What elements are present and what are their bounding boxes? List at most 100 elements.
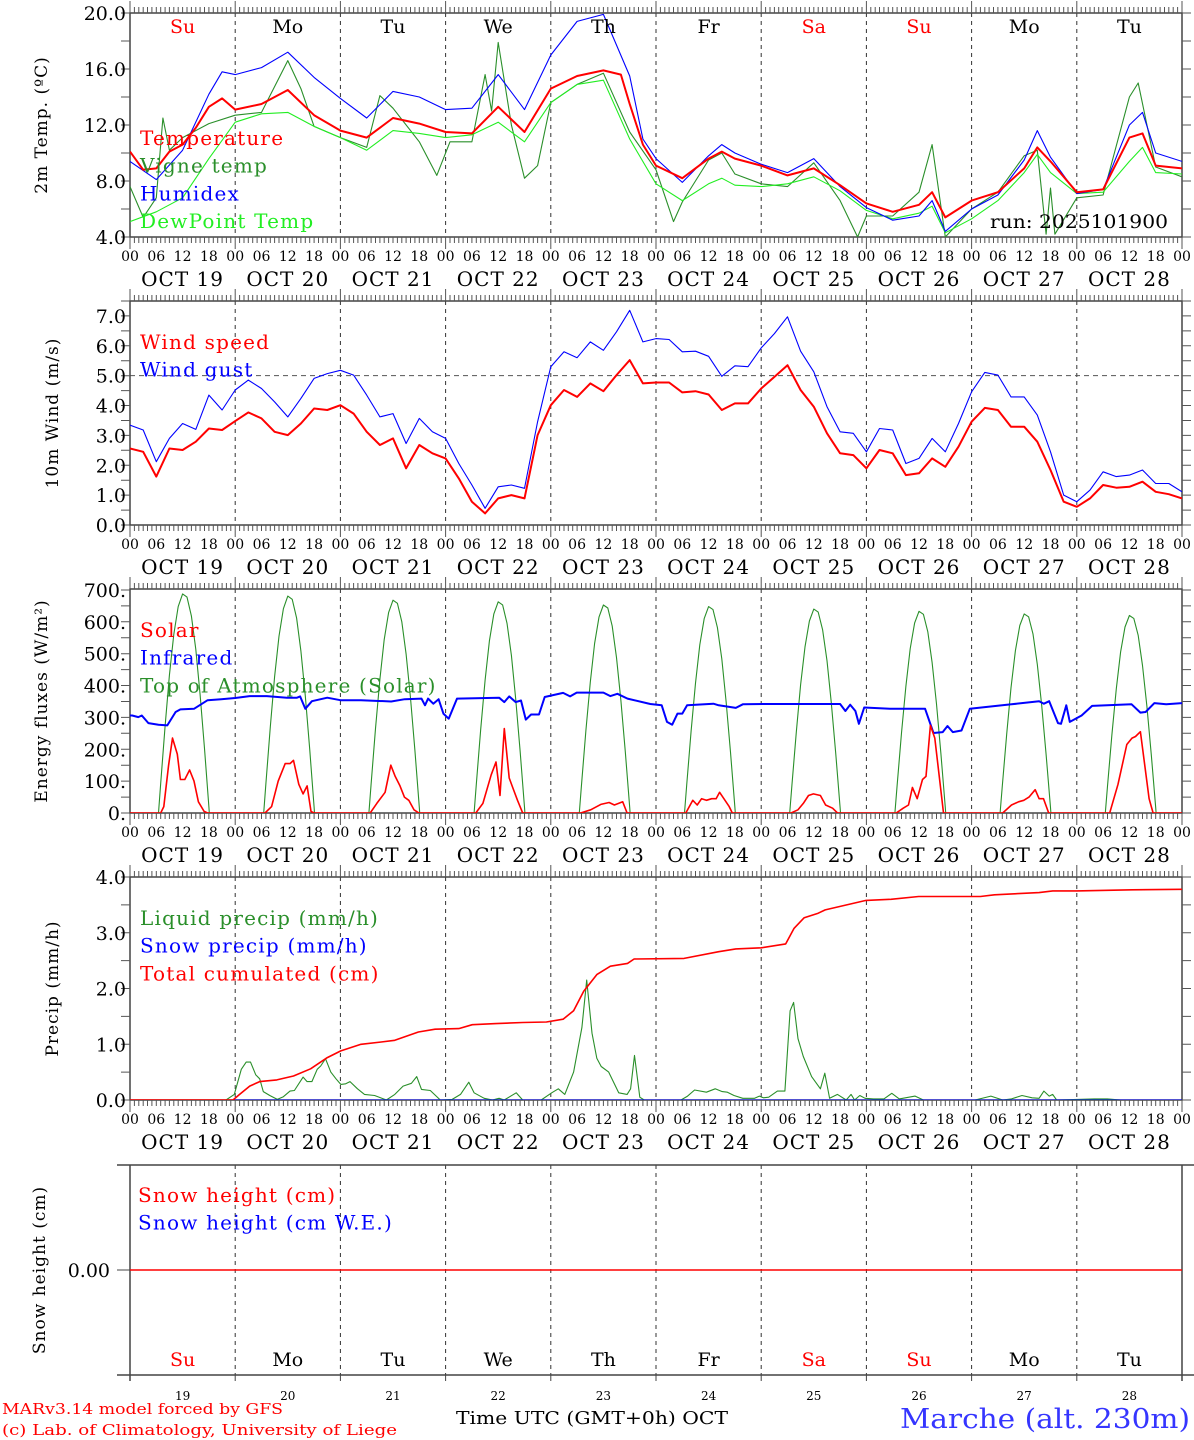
date-label: OCT 24 [667,267,750,291]
hour-tick-label: 00 [121,825,139,841]
weekday-label: Su [170,16,195,38]
hour-tick-label: 18 [936,249,954,265]
hour-tick-label: 18 [1042,249,1060,265]
hour-tick-label: 12 [594,825,612,841]
y-ticks [121,12,1191,238]
hour-tick-label: 06 [884,825,902,841]
hour-tick-label: 18 [305,249,323,265]
hour-tick-label: 12 [279,537,297,553]
hour-tick-label: 06 [253,537,271,553]
legend-liquid-precip-mm-h: Liquid precip (mm/h) [140,906,379,930]
hour-tick-label: 00 [331,825,349,841]
hour-tick-label: 18 [621,825,639,841]
hour-tick-label: 00 [437,825,455,841]
hour-tick-label: 18 [305,825,323,841]
hour-tick-label: 18 [621,249,639,265]
date-label: OCT 24 [667,1130,750,1154]
y-tick-label: 4.0 [96,227,126,249]
hour-tick-label: 00 [331,1112,349,1128]
hour-tick-label: 00 [331,249,349,265]
y-tick-label: 5.0 [96,366,126,388]
hour-tick-label: 12 [1120,825,1138,841]
hour-tick-label: 12 [384,1112,402,1128]
station-name: Marche (alt. 230m) [900,1404,1190,1435]
weekday-label: We [484,1349,513,1371]
hour-tick-label: 06 [779,1112,797,1128]
date-label: OCT 25 [772,555,855,579]
legend-humidex: Humidex [140,181,240,205]
hour-tick-label: 06 [673,249,691,265]
hour-tick-label: 18 [200,537,218,553]
hour-tick-label: 06 [1094,1112,1112,1128]
y-tick-label: 0.00 [68,1260,110,1282]
y-tick-label: 4.0 [96,867,126,889]
hour-tick-label: 18 [831,825,849,841]
hour-tick-label: 18 [726,1112,744,1128]
series-layer [130,593,1182,813]
date-label: OCT 26 [878,267,961,291]
date-label: OCT 27 [983,267,1066,291]
y-tick-label: 1.0 [96,485,126,507]
hour-tick-label: 06 [463,537,481,553]
legend-dewpoint-temp: DewPoint Temp [140,209,314,233]
hour-tick-label: 00 [963,249,981,265]
hour-tick-label: 00 [1173,825,1191,841]
hour-tick-label: 00 [121,249,139,265]
hour-tick-label: 00 [857,249,875,265]
hour-tick-label: 12 [279,825,297,841]
y-axis-title: 10m Wind (m/s) [43,338,63,489]
vigne-temp-line [130,41,1182,237]
hour-tick-label: 00 [1173,249,1191,265]
wind-speed-line [130,359,1182,515]
legend-vigne-temp: Vigne temp [139,154,268,178]
hour-tick-label: 06 [884,537,902,553]
panel-snow-height-cm: Su 19 Mo 20 Tu 21 We 22 Th 23 Fr 24 Sa 25 Su 26 Mo 27 Tu 28… [30,1164,1194,1403]
x-minor-ticks [129,289,1183,537]
date-label: OCT 25 [772,1130,855,1154]
hour-tick-label: 06 [779,825,797,841]
date-label: OCT 20 [246,267,329,291]
date-label: OCT 22 [457,267,540,291]
date-label: OCT 23 [562,1130,645,1154]
hour-tick-label: 18 [726,537,744,553]
hour-tick-label: 18 [831,537,849,553]
hour-tick-label: 18 [936,537,954,553]
hour-tick-label: 18 [1147,1112,1165,1128]
weekday-label: Tu [381,16,406,38]
date-label: OCT 26 [878,1130,961,1154]
hour-tick-label: 12 [384,249,402,265]
y-tick-label: 300. [84,707,126,729]
hour-tick-label: 18 [1042,1112,1060,1128]
x-minor-ticks [129,577,1183,825]
series-layer [130,13,1182,237]
hour-tick-label: 18 [516,825,534,841]
weekday-label: We [484,16,513,38]
y-tick-label: 0.0 [96,1090,126,1112]
legend-temperature: Temperature [140,126,284,150]
hour-tick-label: 12 [700,537,718,553]
hour-tick-label: 18 [1147,825,1165,841]
hour-tick-label: 18 [516,537,534,553]
date-label: OCT 20 [246,555,329,579]
weekday-label: Fr [697,16,720,38]
hour-tick-label: 00 [331,537,349,553]
liquid-precip-mm-h-line [130,979,1182,1100]
hour-tick-label: 18 [305,1112,323,1128]
hour-tick-label: 00 [647,825,665,841]
hour-tick-label: 06 [779,249,797,265]
hour-tick-label: 00 [1068,537,1086,553]
hour-tick-label: 06 [673,825,691,841]
hour-tick-label: 00 [121,1112,139,1128]
date-label: OCT 28 [1088,1130,1171,1154]
day-number-label: 21 [385,1389,400,1403]
hour-tick-label: 06 [673,1112,691,1128]
legend-snow-precip-mm-h: Snow precip (mm/h) [140,934,368,958]
hour-tick-label: 18 [410,1112,428,1128]
hour-tick-label: 18 [1042,825,1060,841]
legend-snow-height-cm-w-e: Snow height (cm W.E.) [138,1211,393,1235]
legend-wind-gust: Wind gust [140,358,253,382]
hour-tick-label: 06 [568,825,586,841]
y-tick-label: 2.0 [96,979,126,1001]
weekday-label: Sa [802,16,826,38]
panel-energy-fluxes-w-m: 00 06 12 18 00 06 12 18 00 06 12 18 00 06 12 18 00 06 12 18… [32,577,1191,867]
